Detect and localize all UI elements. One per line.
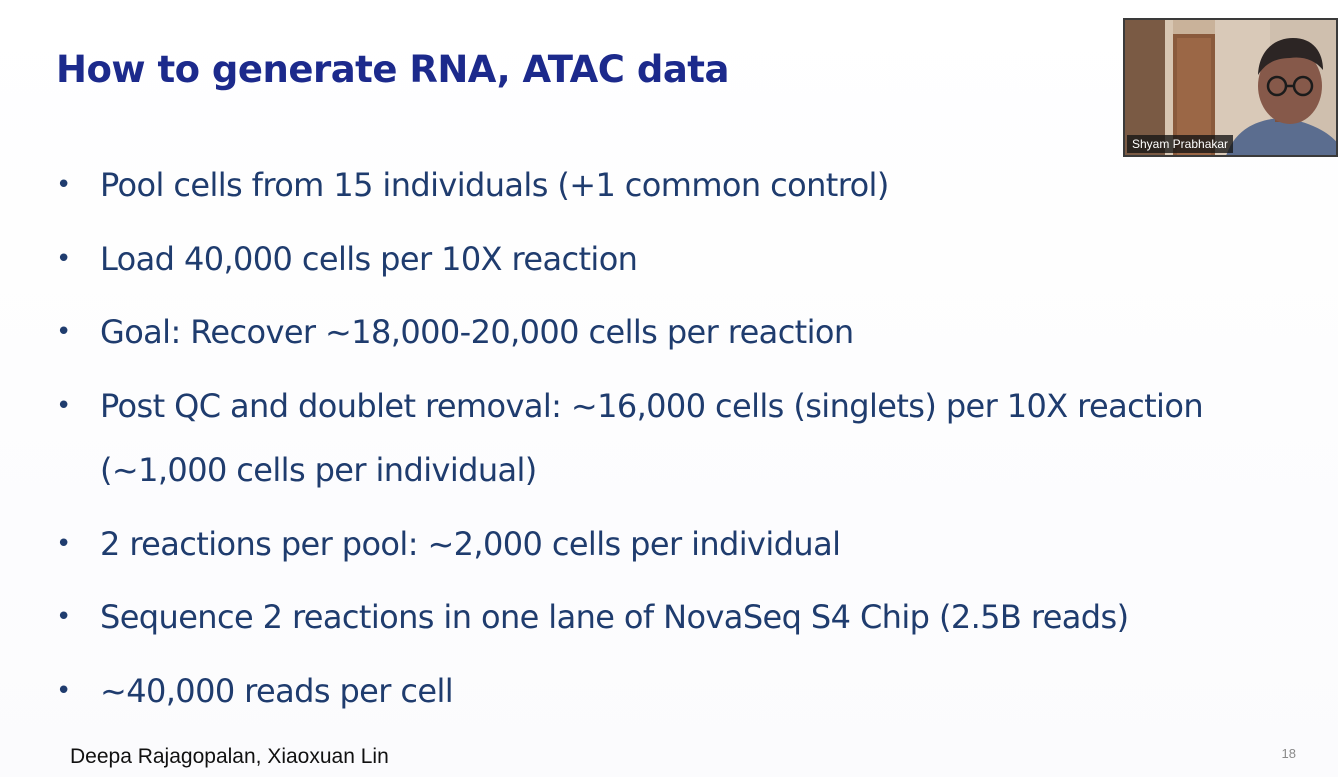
bullet-text: Goal: Recover ~18,000-20,000 cells per r… [100, 313, 854, 351]
page-number: 18 [1281, 746, 1296, 761]
bullet-dot: • [56, 529, 72, 559]
bullet-continuation: (~1,000 cells per individual) [100, 451, 537, 489]
bullet-text: 2 reactions per pool: ~2,000 cells per i… [100, 525, 841, 563]
bullet-dot: • [56, 391, 72, 421]
bullet-dot: • [56, 317, 72, 347]
participant-name-label: Shyam Prabhakar [1127, 135, 1234, 153]
bullet-text: Post QC and doublet removal: ~16,000 cel… [100, 387, 1204, 425]
bullet-dot: • [56, 602, 72, 632]
slide-title: How to generate RNA, ATAC data [56, 48, 729, 91]
bullet-dot: • [56, 170, 72, 200]
bullet-dot: • [56, 676, 72, 706]
bullet-text: ~40,000 reads per cell [100, 672, 454, 710]
bullet-text: Load 40,000 cells per 10X reaction [100, 240, 638, 278]
footer-authors: Deepa Rajagopalan, Xiaoxuan Lin [70, 745, 389, 768]
bullet-text: Sequence 2 reactions in one lane of Nova… [100, 598, 1129, 636]
participant-video-tile[interactable]: Shyam Prabhakar [1123, 18, 1338, 157]
bullet-text: Pool cells from 15 individuals (+1 commo… [100, 166, 889, 204]
bullet-dot: • [56, 244, 72, 274]
